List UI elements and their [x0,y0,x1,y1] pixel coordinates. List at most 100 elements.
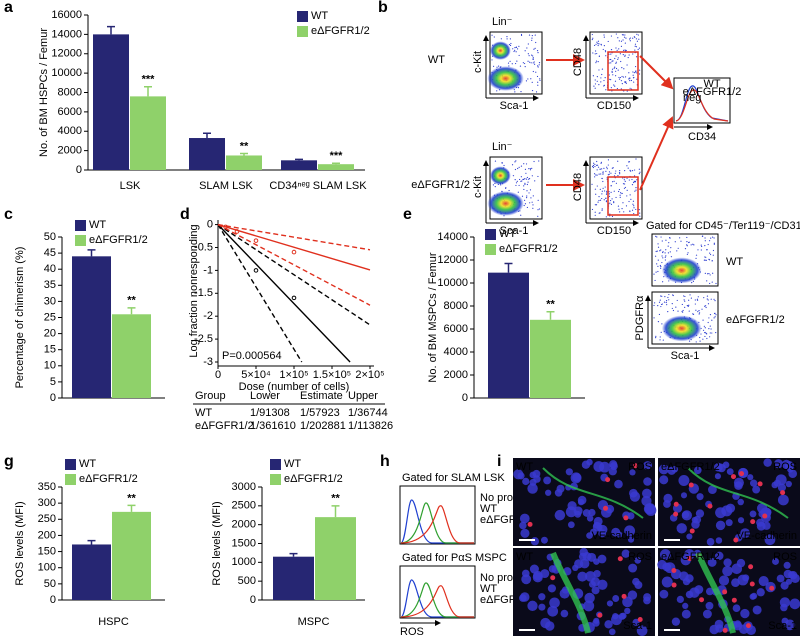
event-dot [520,33,523,36]
event-dot [705,259,707,261]
event-dot [526,176,528,179]
event-dot [524,168,527,170]
event-dot [591,165,594,168]
event-dot [531,37,533,39]
event-dot [668,293,670,296]
event-dot [494,186,496,188]
significance-label: ** [240,140,249,152]
nucleus [582,509,591,517]
event-dot [623,49,625,51]
bar [112,314,151,398]
nucleus [663,493,673,503]
event-dot [665,249,667,251]
ros-signal [750,519,756,525]
event-dot [535,41,537,44]
event-dot [696,298,698,300]
nucleus [608,460,618,469]
event-dot [709,314,712,316]
nucleus [572,473,582,482]
y-axis-label: ROS levels (MFI) [14,501,26,585]
nucleus [616,531,623,538]
event-dot [707,243,709,246]
event-dot [617,175,619,177]
nucleus [678,474,690,486]
bar [112,511,151,600]
event-dot [636,40,639,42]
event-dot [594,83,597,85]
y-tick-label: 20 [44,328,56,340]
event-dot [624,186,627,189]
event-dot [704,331,706,334]
event-dot [654,255,657,257]
event-dot [515,184,517,187]
event-dot [708,259,711,261]
event-dot [521,195,524,197]
event-dot [605,55,607,57]
histogram-curve [400,585,474,618]
event-dot [492,184,494,186]
nucleus [560,609,569,618]
nucleus [632,618,640,626]
panel-label: b [378,0,388,16]
event-dot [601,177,603,180]
event-dot [664,252,666,254]
event-dot [525,163,528,165]
nucleus [709,624,719,635]
event-dot [659,336,661,338]
axis-label: c-Kit [472,176,484,198]
event-dot [713,242,715,244]
event-dot [623,211,625,213]
y-tick-label: 2000 [232,519,256,531]
axis-label: Sca-1 [500,100,529,112]
nucleus [732,604,741,613]
flow-arrow [639,116,674,191]
y-tick-label: 25 [44,311,56,323]
event-dot [615,70,617,72]
nucleus [783,561,791,569]
axis-label: c-Kit [472,51,484,73]
nucleus [694,466,702,475]
event-dot [593,85,595,87]
event-dot [614,66,616,68]
legend-label: WT [703,78,720,90]
legend-label: eΔFGFR1/2 [89,234,148,246]
nucleus [676,595,684,604]
event-dot [683,295,685,297]
event-dot [615,61,617,63]
event-dot [609,58,611,61]
event-dot [634,49,636,51]
event-dot [628,72,630,74]
event-dot [526,190,528,192]
y-tick-label: 15 [44,344,56,356]
event-dot [618,208,620,210]
event-dot [667,311,669,313]
event-dot [537,84,539,86]
y-tick-label: 1000 [232,556,256,568]
event-dot [632,74,634,76]
event-dot [679,237,681,239]
nucleus [736,558,746,568]
y-tick-label: 0 [76,164,82,176]
event-dot [622,34,624,36]
event-dot [703,297,705,299]
event-dot [603,34,605,36]
stain-label: ROS [773,461,797,473]
error-bar [504,262,513,273]
genotype-label: eΔFGFR1/2 [726,314,785,326]
nucleus [522,477,530,486]
event-dot [612,60,614,62]
event-dot [662,281,664,283]
axis-label: Sca-1 [671,350,700,362]
y-tick-label: 50 [44,578,56,590]
event-dot [515,46,518,49]
event-dot [613,201,615,204]
event-dot [628,38,631,40]
event-dot [613,84,615,86]
event-dot [512,48,514,50]
ros-signal [671,582,677,588]
nucleus [681,609,691,619]
event-dot [715,282,717,285]
event-dot [634,190,636,192]
panel-label: a [4,0,13,16]
